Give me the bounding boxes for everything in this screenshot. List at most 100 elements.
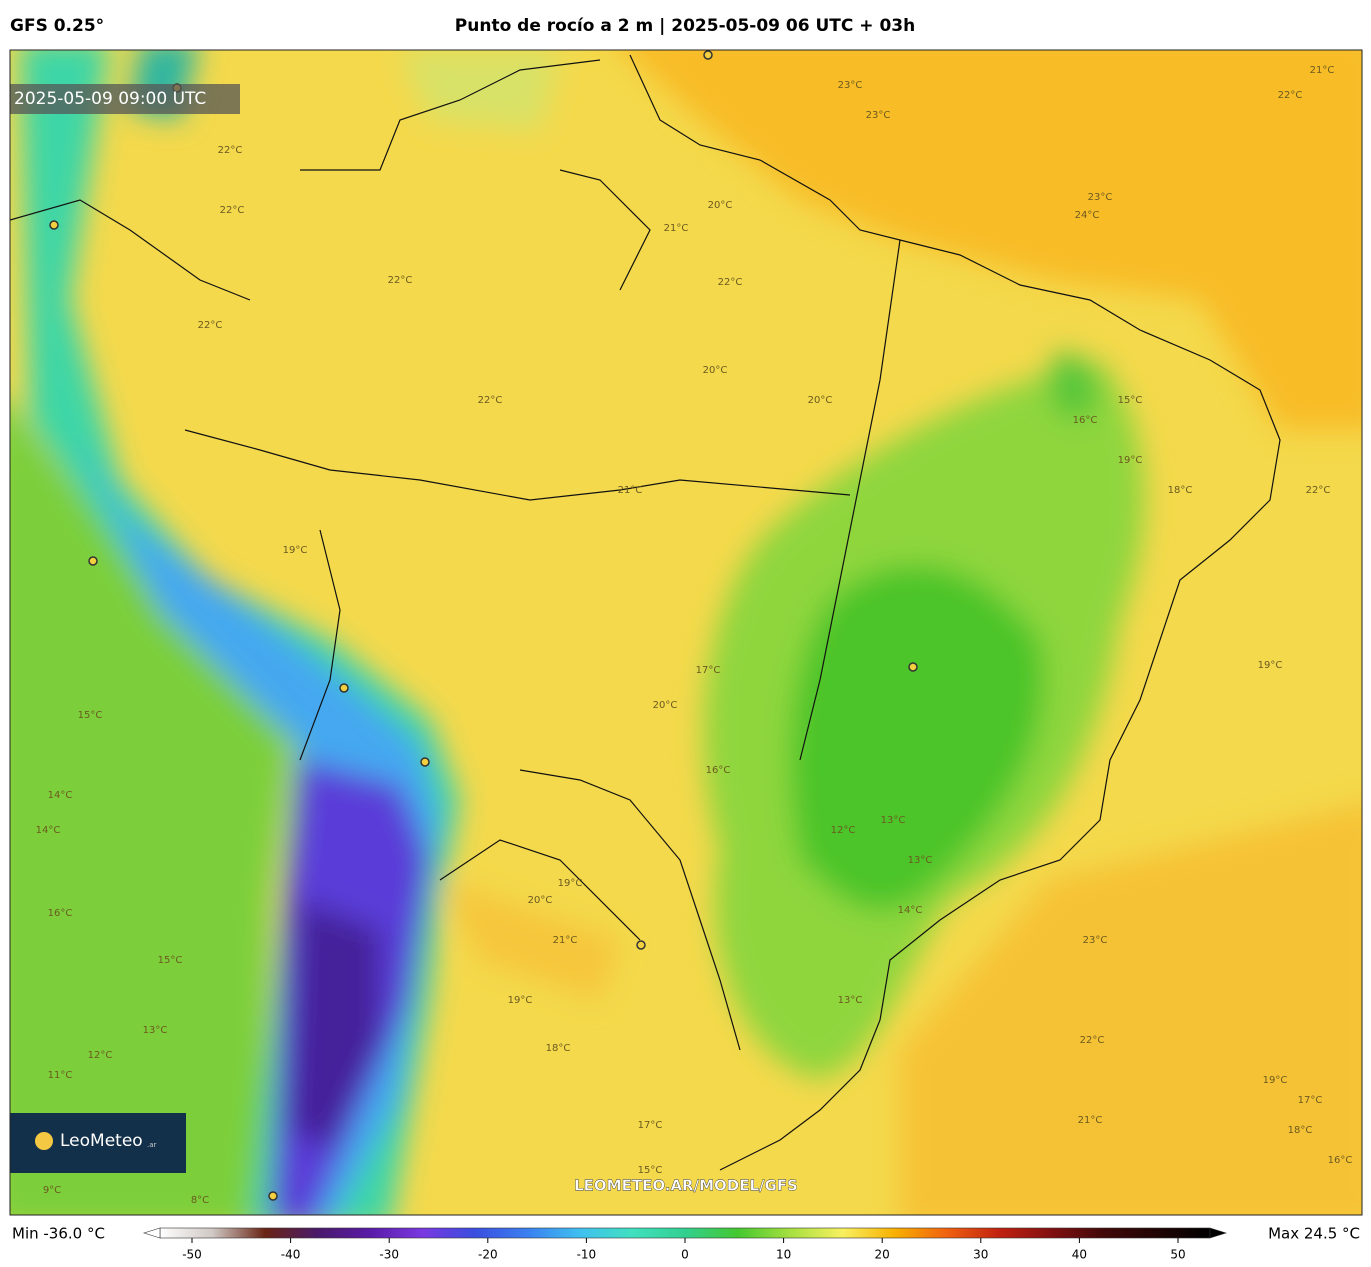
contour-label: 22°C xyxy=(1306,485,1331,496)
colorbar-tick-label: 40 xyxy=(1072,1248,1087,1262)
contour-labels: 22°C 22°C 22°C 22°C 23°C 23°C 23°C 24°C 20°C 21°C… xyxy=(36,65,1353,1206)
contour-label: 20°C xyxy=(528,895,553,906)
country-border xyxy=(300,59,601,171)
logo-text: LeoMeteo xyxy=(60,1131,143,1151)
contour-label: 15°C xyxy=(1118,395,1143,406)
contour-label: 12°C xyxy=(88,1050,113,1061)
contour-label: 16°C xyxy=(48,908,73,919)
contour-label: 18°C xyxy=(1288,1125,1313,1136)
map: 22°C 22°C 22°C 22°C 23°C 23°C 23°C 24°C 20°C 21°C… xyxy=(10,50,1362,1215)
colorbar-extend-high xyxy=(1209,1227,1228,1239)
contour-label: 22°C xyxy=(1278,90,1303,101)
cities xyxy=(49,50,918,1201)
contour-label: 23°C xyxy=(1083,935,1108,946)
max-label: Max 24.5 °C xyxy=(1268,1225,1360,1243)
contour-label: 16°C xyxy=(1073,415,1098,426)
pacific-green xyxy=(10,405,290,1215)
country-border xyxy=(10,199,251,301)
city xyxy=(636,940,646,950)
colorbar-tick-label: 20 xyxy=(875,1248,890,1262)
city xyxy=(420,757,430,767)
contour-label: 9°C xyxy=(43,1185,61,1196)
contour-label: 21°C xyxy=(1310,65,1335,76)
colorbar-tick-label: 10 xyxy=(776,1248,791,1262)
contour-label: 22°C xyxy=(1080,1035,1105,1046)
state-border xyxy=(184,429,851,501)
state-border xyxy=(799,239,901,761)
min-label: Min -36.0 °C xyxy=(12,1225,105,1243)
green-core xyxy=(790,565,1044,911)
field xyxy=(10,50,1362,1215)
city xyxy=(268,1191,278,1201)
contour-label: 17°C xyxy=(638,1120,663,1131)
contour-label: 13°C xyxy=(143,1025,168,1036)
map-title: Punto de rocío a 2 m | 2025-05-09 06 UTC… xyxy=(455,16,915,36)
colorbar-tick-label: -30 xyxy=(379,1248,399,1262)
colorbar-tick-label: -50 xyxy=(182,1248,202,1262)
city xyxy=(88,556,98,566)
contour-label: 13°C xyxy=(838,995,863,1006)
contour-label: 19°C xyxy=(283,545,308,556)
contour-label: 22°C xyxy=(220,205,245,216)
timestamp-box xyxy=(10,84,240,114)
contour-label: 20°C xyxy=(653,700,678,711)
colorbar-tick-label: 0 xyxy=(681,1248,689,1262)
contour-label: 23°C xyxy=(866,110,891,121)
state-border xyxy=(559,169,651,291)
green-northeast xyxy=(1049,350,1098,420)
borders xyxy=(10,54,1281,1171)
colorbar-tick-label: -40 xyxy=(281,1248,301,1262)
contour-label: 17°C xyxy=(696,665,721,676)
contour-label: 15°C xyxy=(78,710,103,721)
contour-label: 21°C xyxy=(618,485,643,496)
colorbar-tick-label: -20 xyxy=(478,1248,498,1262)
state-border xyxy=(519,769,741,1051)
colorbar-extend-low xyxy=(142,1227,161,1239)
contour-label: 20°C xyxy=(703,365,728,376)
contour-label: 19°C xyxy=(1118,455,1143,466)
city xyxy=(703,50,713,60)
city xyxy=(908,662,918,672)
contour-label: 18°C xyxy=(546,1043,571,1054)
contour-label: 16°C xyxy=(1328,1155,1353,1166)
contour-label: 15°C xyxy=(638,1165,663,1176)
watermark: LEOMETEO.AR/MODEL/GFS xyxy=(574,1177,798,1195)
colorbar-tick-label: -10 xyxy=(577,1248,597,1262)
country-border xyxy=(299,529,341,761)
country-border xyxy=(439,839,641,941)
coastline xyxy=(629,54,1281,1171)
contour-label: 16°C xyxy=(706,765,731,776)
contour-label: 21°C xyxy=(664,223,689,234)
contour-label: 13°C xyxy=(881,815,906,826)
logo-suffix: .ar xyxy=(147,1141,157,1149)
logo-sun xyxy=(35,1132,53,1150)
contour-label: 22°C xyxy=(198,320,223,331)
contour-label: 22°C xyxy=(478,395,503,406)
chaco-band xyxy=(440,880,620,1000)
contour-label: 12°C xyxy=(831,825,856,836)
contour-label: 22°C xyxy=(388,275,413,286)
contour-label: 8°C xyxy=(191,1195,209,1206)
contour-label: 23°C xyxy=(838,80,863,91)
contour-label: 23°C xyxy=(1088,192,1113,203)
contour-label: 22°C xyxy=(218,145,243,156)
south-ocean xyxy=(900,804,1362,1215)
colorbar-tick-label: 50 xyxy=(1170,1248,1185,1262)
contour-label: 21°C xyxy=(553,935,578,946)
colorbar: -50 -40 -30 -20 -10 0 10 20 30 40 50 xyxy=(142,1227,1228,1262)
contour-label: 19°C xyxy=(508,995,533,1006)
colorbar-tick-label: 30 xyxy=(973,1248,988,1262)
contour-label: 19°C xyxy=(558,878,583,889)
contour-label: 19°C xyxy=(1263,1075,1288,1086)
contour-label: 14°C xyxy=(48,790,73,801)
colorbar-ramp xyxy=(159,1227,1211,1239)
contour-label: 20°C xyxy=(708,200,733,211)
timestamp: 2025-05-09 09:00 UTC xyxy=(14,89,206,109)
city xyxy=(339,683,349,693)
contour-label: 14°C xyxy=(36,825,61,836)
contour-label: 21°C xyxy=(1078,1115,1103,1126)
contour-label: 13°C xyxy=(908,855,933,866)
contour-label: 17°C xyxy=(1298,1095,1323,1106)
contour-label: 15°C xyxy=(158,955,183,966)
